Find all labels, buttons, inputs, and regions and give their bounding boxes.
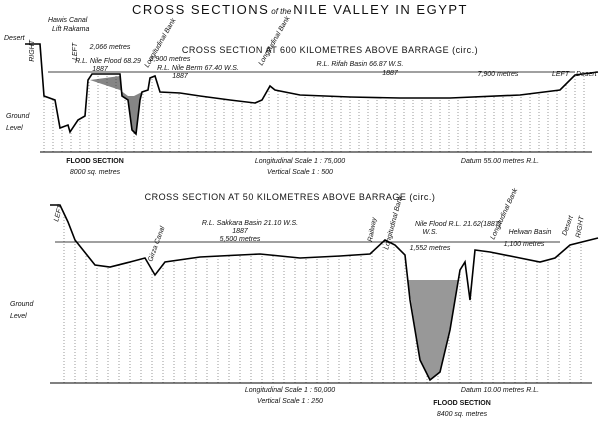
label: R.L. Nile Berm 67.40 W.S. xyxy=(157,65,239,72)
nile-channel xyxy=(90,76,142,134)
label: LEFT xyxy=(53,203,64,222)
sky-mask xyxy=(50,180,598,380)
label: LEFT xyxy=(72,42,79,60)
nile-channel xyxy=(408,280,458,380)
label: 1,100 metres xyxy=(504,241,545,248)
label: RIGHT xyxy=(575,215,586,238)
section-heading: CROSS SECTION AT 600 KILOMETRES ABOVE BA… xyxy=(182,45,478,55)
label: LEFT xyxy=(552,71,570,78)
label: Vertical Scale 1 : 500 xyxy=(267,169,333,176)
ground-profile xyxy=(25,43,599,136)
label: 8000 sq. metres xyxy=(70,169,121,176)
label: Level xyxy=(6,125,23,132)
label: Desert xyxy=(576,71,598,78)
label: 1887 xyxy=(382,70,399,77)
label: 2,066 metres xyxy=(89,44,131,51)
label: Railway xyxy=(367,217,378,243)
section-heading: CROSS SECTION AT 50 KILOMETRES ABOVE BAR… xyxy=(145,192,436,202)
label: Desert xyxy=(4,35,26,42)
label: Nile Flood R.L. 21.62(1887) xyxy=(415,221,501,228)
label: 1887 xyxy=(232,228,249,235)
label: R.L. Nile Flood 68.29 xyxy=(75,58,141,65)
ground-profile xyxy=(50,204,599,382)
label: 3,900 metres xyxy=(150,56,191,63)
label: 1887 xyxy=(92,66,109,73)
figure-title: CROSS SECTIONS of the NILE VALLEY IN EGY… xyxy=(132,2,468,17)
label: Longitudinal Scale 1 : 75,000 xyxy=(255,158,345,165)
label: Hawis Canal xyxy=(48,17,88,24)
label: 7,900 metres xyxy=(478,71,519,78)
label: R.L. Sakkara Basin 21.10 W.S. xyxy=(202,220,298,227)
label: FLOOD SECTION xyxy=(433,400,491,407)
sky-mask xyxy=(25,0,598,134)
label: Lift Rakama xyxy=(52,26,89,33)
label: Datum 10.00 metres R.L. xyxy=(461,387,539,394)
label: 5,500 metres xyxy=(220,236,261,243)
label: Level xyxy=(10,313,27,320)
label: Vertical Scale 1 : 250 xyxy=(257,398,323,405)
label: Datum 55.00 metres R.L. xyxy=(461,158,539,165)
label: RIGHT xyxy=(29,39,36,62)
label: Ground xyxy=(10,301,34,308)
label: 1,552 metres xyxy=(410,245,451,252)
label: Helwan Basin xyxy=(509,229,552,236)
label: R.L. Rifah Basin 66.87 W.S. xyxy=(317,61,404,68)
label: Longitudinal Scale 1 : 50,000 xyxy=(245,387,335,394)
label: W.S. xyxy=(423,229,438,236)
label: 8400 sq. metres xyxy=(437,411,488,418)
label: 1887 xyxy=(172,73,189,80)
label: FLOOD SECTION xyxy=(66,158,124,165)
label: Ground xyxy=(6,113,30,120)
